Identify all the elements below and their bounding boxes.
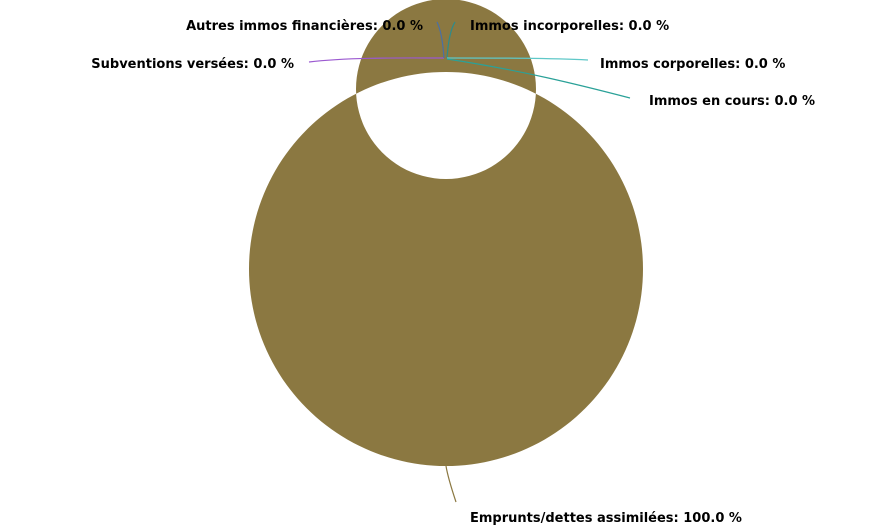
slice-label-emprunts-dettes-assimilees: Emprunts/dettes assimilées: 100.0 % xyxy=(470,511,742,526)
leader-line-immos-en-cours xyxy=(446,58,631,99)
leader-line-immos-incorporelles xyxy=(446,21,456,59)
slice-label-autres-immos-financieres: Autres immos financières: 0.0 % xyxy=(186,19,423,34)
slice-label-immos-incorporelles: Immos incorporelles: 0.0 % xyxy=(470,19,669,34)
leader-line-subventions-versees xyxy=(308,57,445,63)
slice-label-immos-en-cours: Immos en cours: 0.0 % xyxy=(649,94,815,109)
slice-label-subventions-versees: Subventions versées: 0.0 % xyxy=(91,57,294,72)
slices-layer xyxy=(249,0,643,466)
leader-lines-layer xyxy=(308,21,631,503)
slice-label-immos-corporelles: Immos corporelles: 0.0 % xyxy=(600,57,785,72)
leader-line-immos-corporelles xyxy=(446,57,589,61)
slice-labels-layer: Emprunts/dettes assimilées: 100.0 % Subve… xyxy=(91,19,815,526)
leader-line-emprunts-dettes-assimilees xyxy=(445,465,457,503)
leader-line-autres-immos-financieres xyxy=(436,21,445,59)
slice-emprunts-dettes-assimilees[interactable] xyxy=(249,0,643,466)
